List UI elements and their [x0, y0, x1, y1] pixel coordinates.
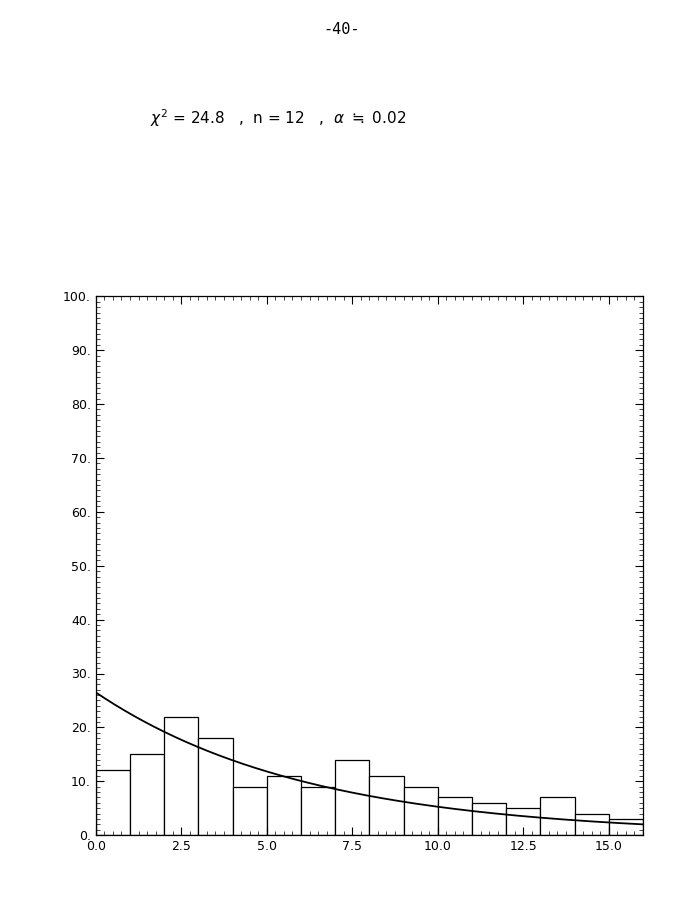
Bar — [130, 754, 164, 835]
Bar — [301, 787, 335, 835]
Bar — [506, 808, 540, 835]
Bar — [540, 797, 575, 835]
Bar — [609, 819, 643, 835]
Bar — [438, 797, 472, 835]
Bar — [575, 814, 609, 835]
Bar — [198, 738, 233, 835]
Text: $\chi^{2}$ = 24.8   ,  n = 12   ,  $\alpha$ $\fallingdotseq$ 0.02: $\chi^{2}$ = 24.8 , n = 12 , $\alpha$ $\… — [150, 108, 407, 129]
Bar — [96, 770, 130, 835]
Bar — [164, 717, 198, 835]
Bar — [267, 776, 301, 835]
Text: -40-: -40- — [324, 22, 360, 38]
Bar — [233, 787, 267, 835]
Bar — [404, 787, 438, 835]
Bar — [335, 760, 369, 835]
Bar — [369, 776, 404, 835]
Bar — [472, 803, 506, 835]
